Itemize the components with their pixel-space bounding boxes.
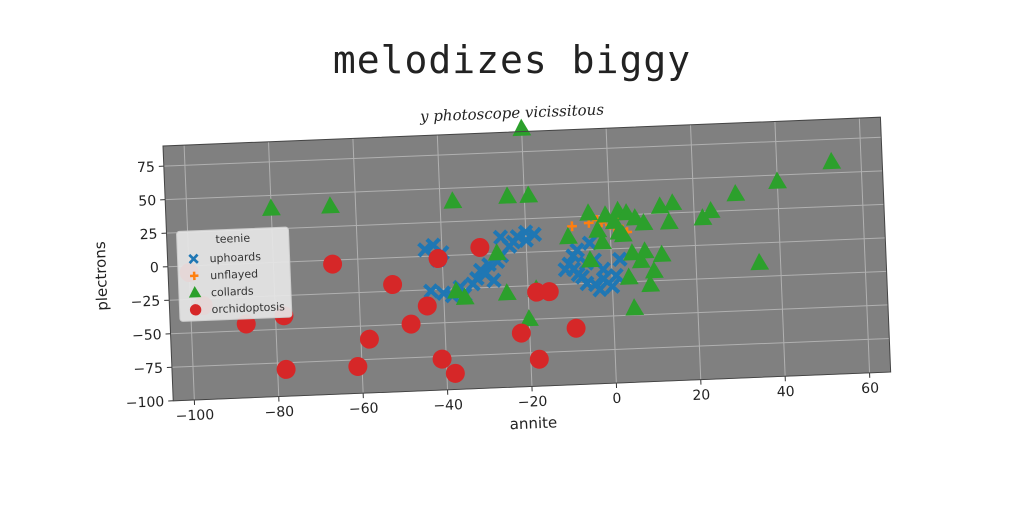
- y-tick-label: 25: [139, 227, 157, 244]
- x-tick-label: 40: [777, 384, 795, 401]
- x-tick-label: −40: [433, 397, 463, 414]
- y-axis-label: plectrons: [91, 241, 112, 311]
- y-tick-label: −100: [126, 394, 165, 412]
- y-tick-label: −75: [133, 361, 163, 378]
- x-tick-label: −100: [175, 407, 214, 425]
- legend-label-unflayed: unflayed: [210, 267, 258, 282]
- x-axis-label: annite: [509, 413, 557, 433]
- y-tick-label: −25: [130, 294, 160, 311]
- x-tick-label: 60: [861, 380, 879, 397]
- legend: teenieuphoardsunflayedcollardsorchidopto…: [176, 227, 292, 321]
- x-tick-label: −60: [349, 401, 379, 418]
- x-tick-label: 20: [692, 387, 710, 404]
- y-tick-label: 0: [150, 260, 160, 276]
- x-tick-label: −20: [518, 394, 548, 411]
- legend-label-uphoards: uphoards: [209, 250, 261, 265]
- data-point-collards: [512, 118, 531, 136]
- x-tick-label: 0: [612, 391, 622, 407]
- plot-group: −100 −80 −60 −40 −20 0 20 40 60 −100 −75 −50 −25 0 25 5…: [87, 104, 893, 450]
- y-tick-label: 50: [138, 193, 156, 210]
- legend-label-collards: collards: [211, 284, 254, 299]
- y-tick-label: 75: [137, 159, 155, 176]
- y-tick-label: −50: [132, 327, 162, 344]
- x-tick-label: −80: [264, 404, 294, 421]
- legend-title: teenie: [215, 232, 250, 246]
